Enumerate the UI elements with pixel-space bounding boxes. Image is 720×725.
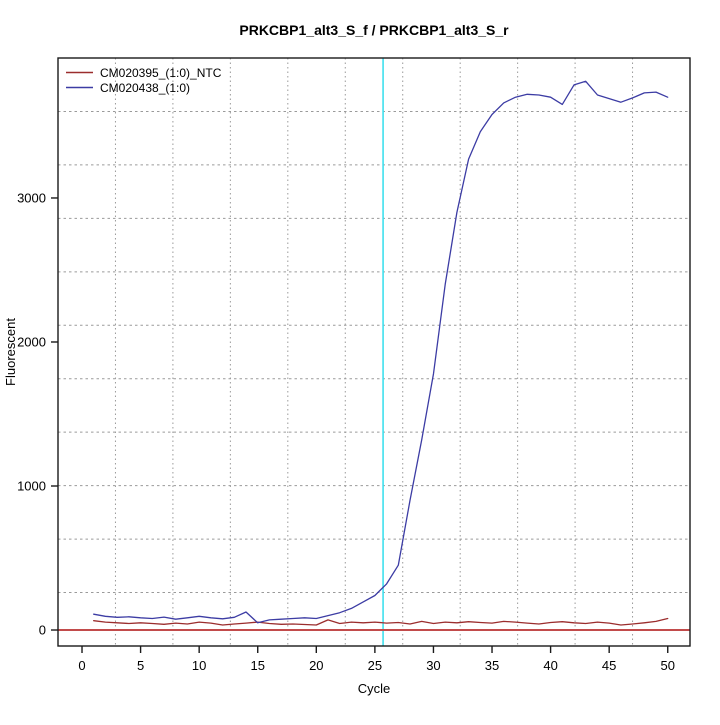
legend-item-ntc: CM020395_(1:0)_NTC xyxy=(66,66,222,80)
x-tick-label: 20 xyxy=(309,658,323,673)
x-tick-label: 30 xyxy=(426,658,440,673)
chart-title: PRKCBP1_alt3_S_f / PRKCBP1_alt3_S_r xyxy=(239,22,509,38)
y-tick-label: 1000 xyxy=(17,479,46,494)
y-tick-label: 3000 xyxy=(17,190,46,205)
y-tick-label: 2000 xyxy=(17,334,46,349)
x-tick-label: 10 xyxy=(192,658,206,673)
legend: CM020395_(1:0)_NTC CM020438_(1:0) xyxy=(66,66,222,95)
x-tick-label: 5 xyxy=(137,658,144,673)
x-tick-label: 45 xyxy=(602,658,616,673)
annotation-layer xyxy=(58,58,690,646)
x-tick-label: 15 xyxy=(250,658,264,673)
y-tick-label: 0 xyxy=(39,623,46,638)
plot-border xyxy=(57,57,691,647)
series-line-sample xyxy=(93,80,669,624)
legend-label-ntc: CM020395_(1:0)_NTC xyxy=(100,66,222,80)
x-tick-label: 50 xyxy=(661,658,675,673)
series-line-ntc xyxy=(93,617,669,626)
series-layer xyxy=(93,80,669,626)
x-axis-label: Cycle xyxy=(358,681,391,696)
x-tick-label: 0 xyxy=(78,658,85,673)
legend-label-sample: CM020438_(1:0) xyxy=(100,81,190,95)
y-axis-label: Fluorescent xyxy=(3,318,18,386)
x-tick-label: 25 xyxy=(368,658,382,673)
legend-item-sample: CM020438_(1:0) xyxy=(66,81,190,95)
x-tick-label: 35 xyxy=(485,658,499,673)
x-tick-label: 40 xyxy=(543,658,557,673)
axis-ticks-layer: 0 5 10 15 20 25 30 35 40 45 50 0 1000 2000 3000 xyxy=(17,190,675,673)
grid-layer xyxy=(58,58,690,646)
